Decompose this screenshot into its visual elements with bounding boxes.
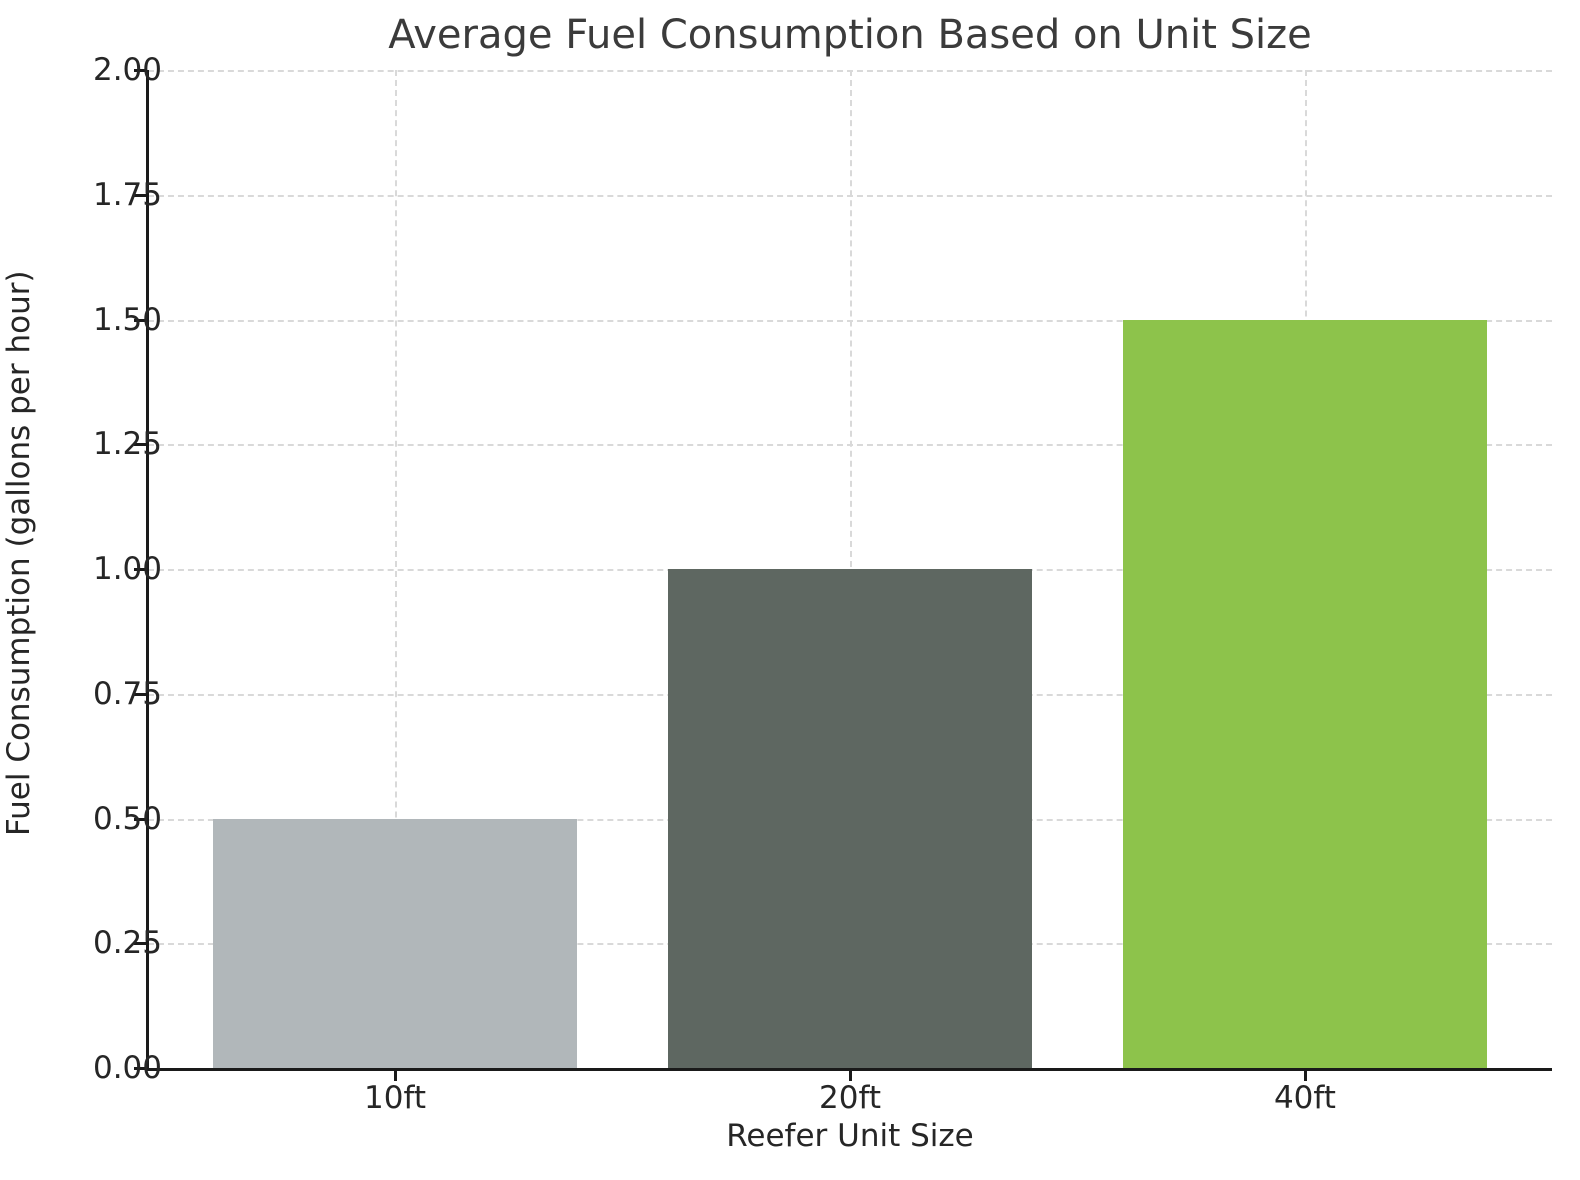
y-tick-0.25 [134, 942, 146, 946]
y-tick-0.00 [134, 1067, 146, 1070]
y-axis-spine [146, 70, 149, 1068]
x-tick-label-40ft: 40ft [1273, 1080, 1336, 1116]
gridline-y-2.00 [148, 70, 1552, 72]
y-tick-label-2.00: 2.00 [92, 52, 162, 88]
y-tick-label-1.00: 1.00 [92, 551, 162, 587]
y-axis-label: Fuel Consumption (gallons per hour) [1, 270, 37, 836]
y-tick-0.50 [134, 817, 146, 821]
y-tick-2.00 [134, 69, 146, 72]
y-tick-1.50 [134, 318, 146, 322]
x-tick-label-20ft: 20ft [819, 1080, 881, 1116]
y-tick-label-0.50: 0.50 [92, 800, 162, 837]
gridline-y-1.75 [148, 194, 1552, 197]
x-axis-spine [146, 1068, 1552, 1071]
bar-40ft [1122, 319, 1487, 1068]
x-axis-label: Reefer Unit Size [726, 1118, 974, 1154]
x-tick-label-10ft: 10ft [364, 1080, 427, 1116]
y-tick-label-1.25: 1.25 [92, 426, 162, 463]
bar-10ft [213, 818, 577, 1068]
y-tick-0.75 [134, 692, 146, 696]
y-tick-label-0.00: 0.00 [92, 1050, 162, 1086]
gridline-y-1.25 [148, 444, 1552, 447]
x-tick-40ft [1303, 1071, 1307, 1081]
y-tick-label-1.50: 1.50 [92, 301, 162, 338]
x-tick-10ft [394, 1071, 398, 1081]
chart-title: Average Fuel Consumption Based on Unit S… [388, 12, 1312, 58]
plot-area [134, 69, 1552, 1081]
gridline-y-1.50 [148, 319, 1552, 322]
y-tick-label-0.75: 0.75 [92, 675, 162, 712]
y-tick-label-0.25: 0.25 [92, 925, 162, 962]
y-tick-1.00 [134, 568, 146, 571]
bar-20ft [668, 569, 1032, 1068]
x-tick-20ft [849, 1071, 852, 1081]
y-tick-label-1.75: 1.75 [92, 176, 162, 213]
y-tick-1.75 [134, 193, 146, 197]
y-tick-1.25 [134, 443, 146, 447]
